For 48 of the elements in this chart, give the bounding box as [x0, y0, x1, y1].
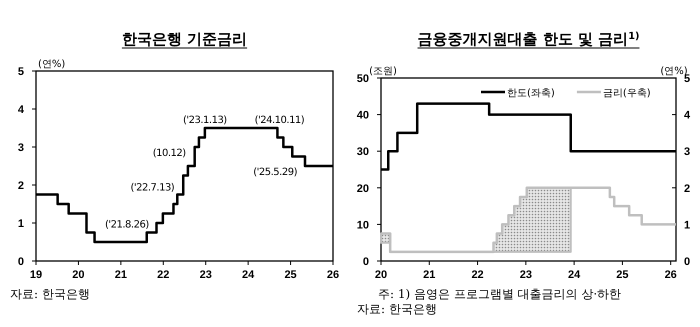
y2-tick-label: 0 — [684, 256, 690, 268]
x-tick-label: 25 — [284, 269, 297, 281]
y-tick-label: 5 — [18, 66, 24, 78]
chart-title: 금융중개지원대출 한도 및 금리$^{1)}$ — [418, 30, 640, 48]
x-tick-label: 22 — [471, 269, 484, 281]
y-tick-label: 30 — [356, 146, 369, 158]
text: 자료: 한국은행 — [10, 287, 90, 301]
legend-label: 한도(좌축) — [507, 88, 555, 99]
y-tick-label: 0 — [18, 256, 24, 268]
y-tick-label: 10 — [356, 219, 369, 232]
y-axis-title: (조원) — [369, 66, 397, 77]
annotation: ('23.1.13) — [183, 115, 228, 126]
y-tick-label: 2 — [18, 180, 24, 192]
x-tick-label: 25 — [616, 269, 629, 281]
y-tick-label: 3 — [18, 142, 24, 154]
y2-tick-label: 5 — [684, 73, 690, 85]
y2-tick-label: 2 — [684, 182, 690, 195]
text: 주: 1) 음영은 프로그램별 대출금리의 상·하한 — [378, 287, 622, 301]
annotation: ('22.7.13) — [130, 182, 175, 194]
y-tick-label: 0 — [362, 256, 369, 268]
x-tick-label: 22 — [157, 269, 170, 281]
annotation: ('24.10.11) — [254, 115, 305, 126]
annotation: (10.12) — [152, 148, 186, 159]
x-tick-label: 21 — [423, 269, 436, 281]
y-tick-label: 50 — [356, 73, 369, 85]
y-axis-title: (연%) — [38, 59, 66, 70]
y-tick-label: 1 — [18, 218, 24, 230]
x-tick-label: 26 — [326, 269, 340, 281]
y2-tick-label: 3 — [684, 146, 690, 158]
annotation: ('21.8.26) — [105, 220, 150, 230]
x-tick-label: 20 — [72, 269, 85, 281]
y-tick-label: 40 — [356, 110, 369, 122]
legend-label: 금리(우축) — [602, 88, 651, 99]
annotation: ('25.5.29) — [253, 167, 298, 178]
x-tick-label: 19 — [30, 269, 42, 281]
x-tick-label: 26 — [664, 269, 677, 281]
x-tick-label: 20 — [374, 269, 388, 281]
x-tick-label: 23 — [520, 269, 532, 281]
y2-tick-label: 1 — [684, 219, 690, 232]
x-tick-label: 23 — [200, 269, 212, 281]
y2-tick-label: 4 — [684, 110, 691, 122]
y-tick-label: 20 — [356, 182, 369, 195]
chart-title: 한국은행 기준금리 — [122, 30, 248, 48]
x-tick-label: 24 — [568, 269, 582, 281]
x-tick-label: 21 — [114, 269, 127, 281]
text: 자료: 한국은행 — [357, 302, 437, 316]
y-tick-label: 4 — [18, 104, 25, 116]
x-tick-label: 24 — [242, 269, 256, 281]
